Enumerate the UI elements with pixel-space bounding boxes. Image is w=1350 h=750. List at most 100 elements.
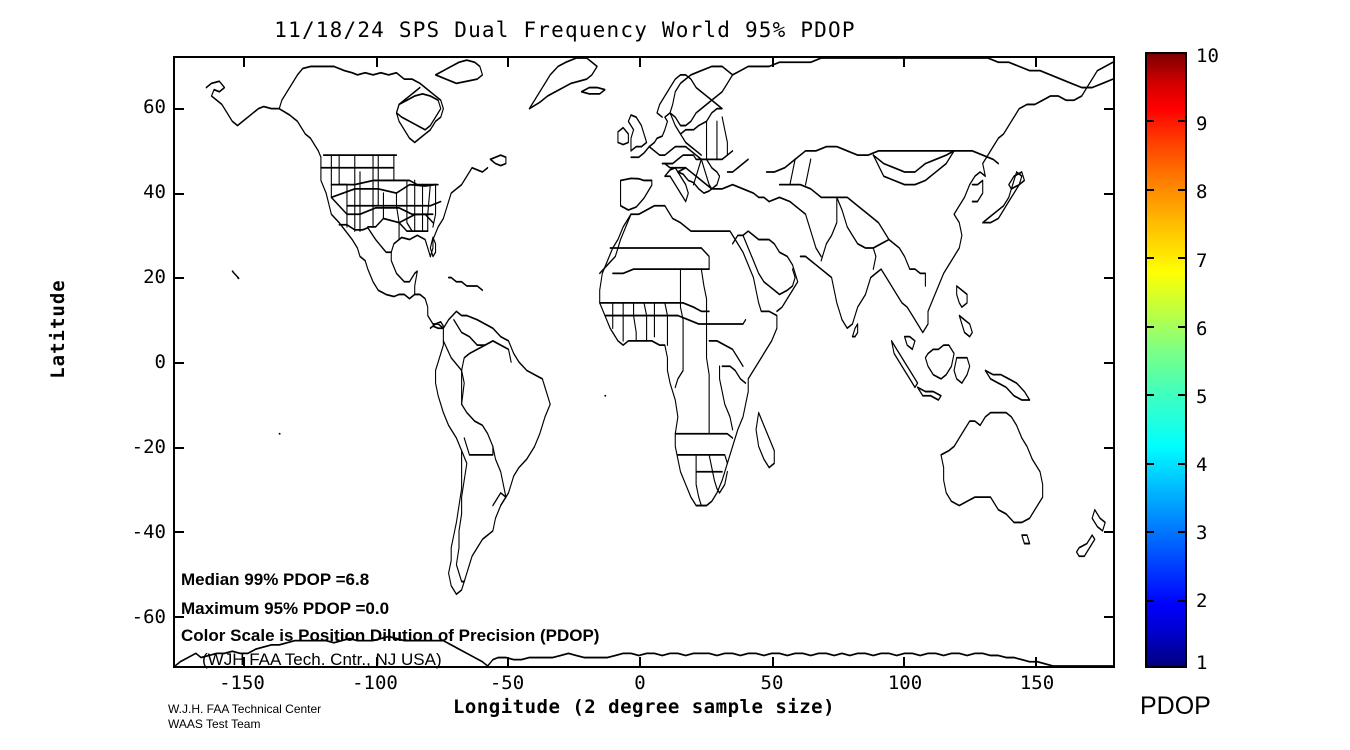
border-russia-s	[765, 145, 999, 173]
border-mongolia	[872, 150, 955, 173]
page-title: 11/18/24 SPS Dual Frequency World 95% PD…	[274, 18, 856, 42]
coast-britain	[627, 114, 648, 152]
colorbar-tick-label: 9	[1196, 113, 1208, 135]
coast-alaska	[205, 80, 444, 330]
colorbar[interactable]	[1145, 52, 1187, 668]
annotation-median-pdop: Median 99% PDOP =6.8	[181, 570, 370, 589]
map-plot-area[interactable]: Median 99% PDOP =6.8 Maximum 95% PDOP =0…	[173, 56, 1115, 669]
border-korea-japan	[971, 179, 984, 203]
coast-sulawesi	[953, 356, 971, 384]
colorbar-tick-label: 2	[1196, 590, 1208, 612]
world-map	[175, 58, 1113, 666]
colorbar-tick-label: 5	[1196, 386, 1208, 408]
colorbar-tick-label: 8	[1196, 181, 1208, 203]
coast-sumatra	[890, 340, 919, 389]
border-europe-6	[664, 162, 687, 169]
border-europe-3	[679, 133, 702, 156]
border-us-states-h2	[330, 179, 439, 186]
colorbar-tick	[1178, 188, 1187, 191]
coast-hudson-bay	[395, 93, 442, 131]
coast-florida	[429, 236, 437, 258]
colorbar-tick-label: 6	[1196, 318, 1208, 340]
border-europe-2	[661, 154, 702, 165]
border-europe-11	[726, 158, 749, 173]
border-europe-10	[721, 116, 728, 156]
y-tick-label: -20	[131, 436, 166, 458]
y-tick-label: 0	[154, 351, 166, 373]
coast-italy	[664, 166, 689, 203]
coast-philippines	[956, 285, 968, 308]
border-africa-v3	[633, 302, 637, 342]
colorbar-tick	[1178, 394, 1187, 397]
border-colombia	[442, 340, 463, 406]
coast-madagascar	[755, 411, 775, 469]
border-argentina-chile	[455, 449, 468, 583]
colorbar-tick-label: 4	[1196, 454, 1208, 476]
x-tick-mark	[639, 657, 642, 666]
coast-france-benelux	[630, 74, 723, 159]
border-india-e	[872, 247, 877, 270]
border-africa-s2	[604, 314, 710, 325]
coast-antarctica-2	[487, 652, 1113, 666]
colorbar-tick	[1145, 325, 1154, 328]
border-africa-e4	[721, 365, 747, 384]
y-tick-mark	[175, 277, 184, 280]
colorbar-tick	[1178, 462, 1187, 465]
footer-line-2: WAAS Test Team	[168, 717, 261, 731]
y-axis-title: Latitude	[47, 279, 69, 379]
coast-iberia	[620, 177, 653, 211]
x-axis-title: Longitude (2 degree sample size)	[452, 696, 836, 718]
coast-arabia	[732, 230, 799, 313]
annotation-source: (WJH FAA Tech. Cntr., NJ USA)	[202, 650, 442, 669]
coast-gulf	[390, 234, 431, 296]
x-tick-mark	[375, 58, 378, 67]
x-tick-mark	[507, 657, 510, 666]
y-tick-mark	[1104, 615, 1113, 618]
border-brazil-n	[461, 340, 512, 406]
border-europe-1	[648, 145, 734, 161]
coast-newfoundland	[489, 154, 507, 167]
border-africa-s1	[599, 302, 710, 313]
islands-iceland	[580, 86, 606, 95]
border-central-asia2	[789, 158, 796, 186]
x-tick-mark	[639, 58, 642, 67]
y-tick-mark	[1104, 362, 1113, 364]
coast-borneo	[924, 344, 955, 380]
coast-greenland	[528, 58, 598, 110]
border-us-mexico	[338, 223, 392, 254]
border-arabia	[742, 234, 796, 296]
border-china-s	[836, 196, 926, 287]
colorbar-tick-label: 7	[1196, 250, 1208, 272]
border-africa-s4	[677, 454, 728, 465]
y-tick-mark	[175, 362, 184, 364]
x-tick-label: -50	[489, 672, 525, 694]
colorbar-tick	[1145, 462, 1154, 465]
footer-line-1: W.J.H. FAA Technical Center	[168, 702, 322, 716]
coast-east-us	[429, 166, 489, 258]
border-africa-n2	[612, 268, 710, 275]
x-tick-mark	[902, 58, 905, 67]
x-tick-label: -150	[219, 672, 265, 694]
colorbar-tick	[1178, 531, 1187, 534]
coast-asia-north	[732, 58, 1113, 89]
border-central-asia	[778, 183, 838, 199]
colorbar-tick	[1145, 188, 1154, 191]
coast-balkan-greece	[677, 166, 713, 194]
footer: W.J.H. FAA Technical Center WAAS Test Te…	[168, 702, 321, 732]
y-tick-label: 40	[143, 181, 166, 203]
colorbar-tick	[1145, 531, 1154, 534]
colorbar-tick	[1178, 120, 1187, 123]
y-tick-mark	[175, 531, 184, 534]
border-mongolia-s	[872, 150, 955, 186]
colorbar-tick-label: 3	[1196, 522, 1208, 544]
coast-baffin	[435, 59, 484, 85]
colorbar-tick-label: 1	[1196, 652, 1208, 674]
y-tick-mark	[1104, 192, 1113, 195]
x-tick-mark	[1035, 657, 1038, 666]
border-africa-v8	[700, 268, 710, 435]
x-tick-label: -100	[352, 672, 398, 694]
border-africa-s5	[695, 454, 702, 507]
y-tick-mark	[175, 192, 184, 195]
coast-scandinavia	[669, 65, 734, 127]
annotation-maximum-pdop: Maximum 95% PDOP =0.0	[181, 599, 390, 618]
